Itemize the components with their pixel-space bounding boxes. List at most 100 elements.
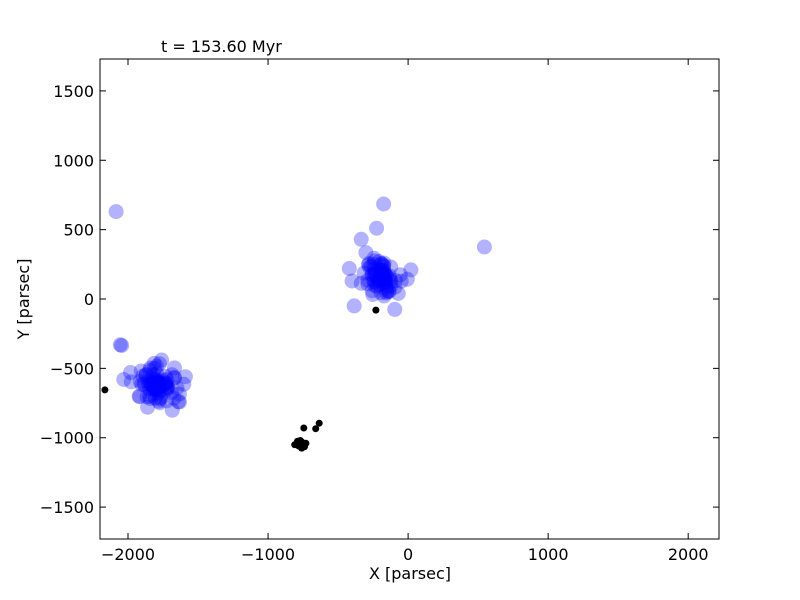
scatter-point-series-1: [367, 277, 383, 293]
scatter-point-series-1: [353, 275, 369, 291]
scatter-point-series-1: [142, 362, 158, 378]
scatter-point-series-1: [372, 273, 388, 289]
scatter-point-series-1: [146, 355, 162, 371]
scatter-point-series-1: [375, 257, 391, 273]
scatter-point-series-1: [151, 385, 166, 401]
scatter-point-series-1: [152, 376, 168, 392]
scatter-point-series-2: [372, 306, 380, 314]
scatter-point-series-1: [147, 371, 163, 387]
scatter-point-series-1: [376, 271, 392, 287]
scatter-point-series-1: [374, 263, 390, 279]
scatter-point-series-1: [166, 370, 182, 386]
scatter-point-series-1: [152, 390, 168, 405]
scatter-point-series-1: [370, 277, 386, 293]
scatter-point-series-1: [376, 196, 392, 212]
scatter-point-series-1: [123, 374, 139, 390]
scatter-point-series-1: [142, 360, 158, 376]
scatter-point-series-1: [367, 253, 383, 269]
scatter-point-series-1: [147, 380, 163, 396]
scatter-point-series-1: [114, 338, 130, 353]
scatter-point-series-1: [158, 375, 174, 391]
y-tick-label: 0: [84, 290, 94, 309]
scatter-point-series-1: [373, 267, 389, 283]
scatter-point-series-1: [376, 265, 392, 281]
scatter-point-series-1: [150, 375, 166, 391]
scatter-point-series-1: [148, 375, 164, 391]
scatter-point-series-1: [154, 372, 170, 388]
scatter-point-series-1: [377, 274, 393, 290]
scatter-point-series-1: [149, 358, 165, 374]
scatter-point-series-1: [399, 271, 415, 287]
x-tick-label: 2000: [668, 545, 709, 564]
x-axis-label: X [parsec]: [369, 564, 451, 583]
scatter-point-series-1: [383, 274, 399, 290]
scatter-point-series-1: [368, 264, 384, 280]
scatter-point-series-1: [374, 268, 390, 283]
scatter-point-series-1: [387, 273, 403, 288]
scatter-point-series-1: [369, 220, 385, 236]
scatter-point-series-1: [159, 380, 175, 396]
scatter-point-series-1: [151, 377, 167, 393]
scatter-point-series-1: [108, 204, 124, 220]
scatter-point-series-1: [149, 373, 165, 389]
ticks-layer: −2000 −1000 0 1000 2000 −1500 −1000 −500 0 500 100…: [40, 59, 719, 564]
scatter-point-series-1: [378, 267, 394, 283]
scatter-point-series-1: [166, 390, 182, 406]
scatter-point-series-1: [112, 337, 128, 353]
scatter-point-series-1: [376, 255, 392, 271]
scatter-point-series-1: [137, 377, 153, 393]
y-tick-label: 500: [63, 221, 94, 240]
scatter-point-series-1: [387, 301, 403, 317]
scatter-point-series-1: [142, 388, 158, 404]
scatter-point-series-1: [164, 402, 180, 418]
scatter-point-series-1: [141, 374, 157, 390]
scatter-point-series-1: [149, 374, 165, 390]
scatter-point-series-1: [142, 381, 158, 397]
scatter-point-series-1: [158, 379, 174, 394]
scatter-point-series-1: [131, 388, 147, 404]
scatter-point-series-1: [368, 274, 384, 290]
scatter-point-series-1: [364, 267, 380, 283]
scatter-point-series-1: [145, 367, 161, 383]
scatter-point-series-1: [361, 256, 377, 271]
scatter-point-series-1: [132, 373, 148, 389]
scatter-point-series-1: [149, 366, 165, 382]
scatter-point-series-1: [172, 394, 187, 410]
scatter-point-series-1: [360, 257, 376, 273]
scatter-point-series-1: [374, 256, 389, 272]
scatter-point-series-1: [393, 273, 409, 289]
scatter-point-series-2: [315, 419, 323, 427]
scatter-point-series-1: [151, 393, 167, 409]
scatter-point-series-1: [145, 375, 161, 391]
scatter-point-series-1: [148, 376, 164, 392]
scatter-point-series-1: [382, 271, 398, 287]
scatter-point-series-1: [159, 379, 175, 395]
scatter-point-series-1: [164, 367, 180, 383]
scatter-point-series-1: [138, 367, 154, 383]
scatter-point-series-1: [366, 272, 382, 288]
scatter-point-series-1: [364, 267, 380, 283]
scatter-point-series-1: [148, 377, 164, 393]
scatter-point-series-1: [373, 269, 389, 285]
scatter-point-series-1: [160, 380, 176, 396]
scatter-point-series-1: [363, 258, 379, 274]
scatter-point-series-1: [379, 278, 394, 294]
chart-title: t = 153.60 Myr: [161, 37, 282, 56]
scatter-point-series-1: [366, 267, 382, 282]
scatter-point-series-1: [358, 245, 374, 261]
scatter-point-series-2: [302, 439, 310, 447]
scatter-point-series-1: [145, 381, 161, 397]
scatter-point-series-1: [146, 372, 162, 388]
scatter-point-series-1: [135, 368, 151, 384]
scatter-point-series-1: [376, 262, 392, 278]
scatter-point-series-1: [169, 380, 185, 396]
scatter-point-series-1: [152, 395, 168, 411]
scatter-point-series-1: [171, 386, 187, 402]
x-tick-label: 0: [403, 545, 413, 564]
scatter-point-series-1: [159, 372, 175, 388]
scatter-point-series-1: [145, 375, 160, 391]
scatter-point-series-1: [367, 261, 383, 277]
scatter-point-series-1: [353, 231, 369, 247]
scatter-point-series-1: [148, 378, 164, 394]
